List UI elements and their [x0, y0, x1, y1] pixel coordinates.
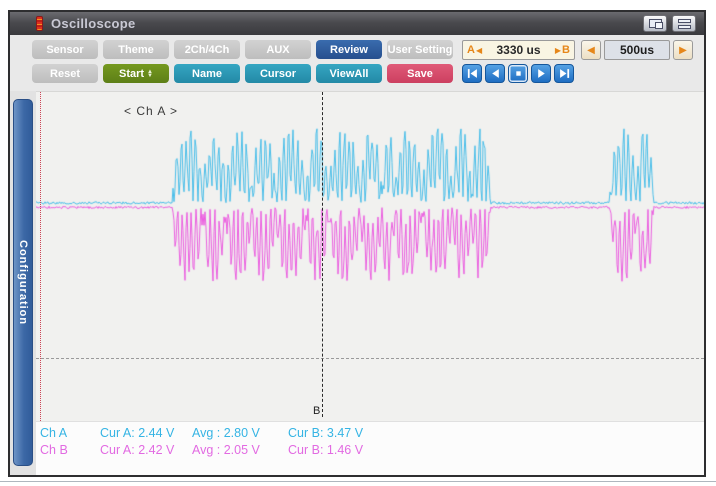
oscilloscope-window: Oscilloscope Sensor Theme 2Ch/4Ch AUX Re…: [8, 10, 706, 477]
save-button[interactable]: Save: [387, 64, 453, 83]
user-setting-button[interactable]: User Setting: [387, 40, 453, 59]
viewall-button[interactable]: ViewAll: [316, 64, 382, 83]
aux-button[interactable]: AUX: [245, 40, 311, 59]
channel-b-cur-b: Cur B: 1.46 V: [288, 443, 364, 457]
reset-button[interactable]: Reset: [32, 64, 98, 83]
stop-button[interactable]: [508, 64, 528, 83]
channel-a-name: Ch A: [40, 426, 68, 440]
name-button[interactable]: Name: [174, 64, 240, 83]
skip-start-icon: [467, 69, 477, 78]
toolbar-row-2: Reset Start ▲ ▼ Name Cursor ViewAll Save: [32, 64, 453, 83]
cursor-a-line[interactable]: [40, 92, 41, 421]
cursor-button[interactable]: Cursor: [245, 64, 311, 83]
timebase-stepper: ◀ 500us ▶: [581, 40, 693, 60]
timebase-decrease-button[interactable]: ◀: [581, 40, 601, 60]
skip-end-icon: [559, 69, 569, 78]
channel-a-avg: Avg : 2.80 V: [192, 426, 260, 440]
toolbar-row-1: Sensor Theme 2Ch/4Ch AUX Review User Set…: [32, 40, 453, 59]
window-restore-icon: [648, 19, 663, 29]
cursor-b-marker-label: B: [312, 405, 322, 417]
channel-b-name: Ch B: [40, 443, 68, 457]
channel-a-label: < Ch A >: [124, 104, 179, 118]
cursor-a-label: A: [467, 44, 475, 56]
channel-b-readout-row: Ch B Cur A: 2.42 V Avg : 2.05 V Cur B: 1…: [40, 442, 704, 459]
skip-end-button[interactable]: [554, 64, 574, 83]
sidebar: Configuration: [10, 91, 36, 475]
plot-area[interactable]: < Ch A > B: [36, 91, 704, 421]
skip-start-button[interactable]: [462, 64, 482, 83]
window-layout-button[interactable]: [672, 15, 696, 32]
window-title: Oscilloscope: [51, 16, 136, 31]
sensor-button[interactable]: Sensor: [32, 40, 98, 59]
left-arrow-icon: ◀: [587, 44, 595, 56]
baseline-dashed-line: [36, 358, 704, 359]
cursor-b-arrow-icon: ▶: [554, 45, 562, 55]
review-button[interactable]: Review: [316, 40, 382, 59]
cursor-a-arrow-icon: ◀: [475, 45, 483, 55]
timebase-increase-button[interactable]: ▶: [673, 40, 693, 60]
channel-a-cur-b: Cur B: 3.47 V: [288, 426, 364, 440]
ab-cursor-readout[interactable]: A ◀ 3330 us ▶ B: [462, 40, 575, 60]
right-arrow-icon: ▶: [679, 44, 687, 56]
channel-mode-button[interactable]: 2Ch/4Ch: [174, 40, 240, 59]
play-button[interactable]: [531, 64, 551, 83]
cursor-b-label: B: [562, 44, 570, 56]
configuration-tab[interactable]: Configuration: [13, 99, 33, 466]
page-edge-line: [0, 481, 716, 482]
window-layout-icon: [677, 18, 691, 29]
channel-b-avg: Avg : 2.05 V: [192, 443, 260, 457]
window-restore-button[interactable]: [643, 15, 667, 32]
cursor-b-line[interactable]: [322, 92, 323, 417]
step-back-icon: [491, 69, 499, 78]
theme-button[interactable]: Theme: [103, 40, 169, 59]
stop-icon: [515, 71, 521, 76]
start-button-label: Start: [118, 67, 145, 80]
playback-controls: [462, 64, 574, 83]
play-icon: [537, 69, 545, 78]
channel-a-cur-a: Cur A: 2.44 V: [100, 426, 175, 440]
channel-b-cur-a: Cur A: 2.42 V: [100, 443, 175, 457]
content-area: Configuration < Ch A > B Ch A Cur A: 2.4…: [10, 91, 704, 475]
titlebar: Oscilloscope: [10, 12, 704, 35]
channel-a-readout-row: Ch A Cur A: 2.44 V Avg : 2.80 V Cur B: 3…: [40, 425, 704, 442]
toolbar: Sensor Theme 2Ch/4Ch AUX Review User Set…: [10, 35, 704, 91]
measurement-readout: Ch A Cur A: 2.44 V Avg : 2.80 V Cur B: 3…: [36, 421, 704, 475]
start-button[interactable]: Start ▲ ▼: [103, 64, 169, 83]
ab-time-value: 3330 us: [496, 43, 541, 57]
window-controls: [643, 15, 696, 32]
start-spinner-icon: ▲ ▼: [147, 68, 153, 79]
main-column: < Ch A > B Ch A Cur A: 2.44 V Avg : 2.80…: [36, 91, 704, 475]
timebase-value[interactable]: 500us: [604, 40, 670, 60]
step-back-button[interactable]: [485, 64, 505, 83]
waveform-canvas: [36, 92, 704, 421]
app-icon: [36, 16, 43, 31]
